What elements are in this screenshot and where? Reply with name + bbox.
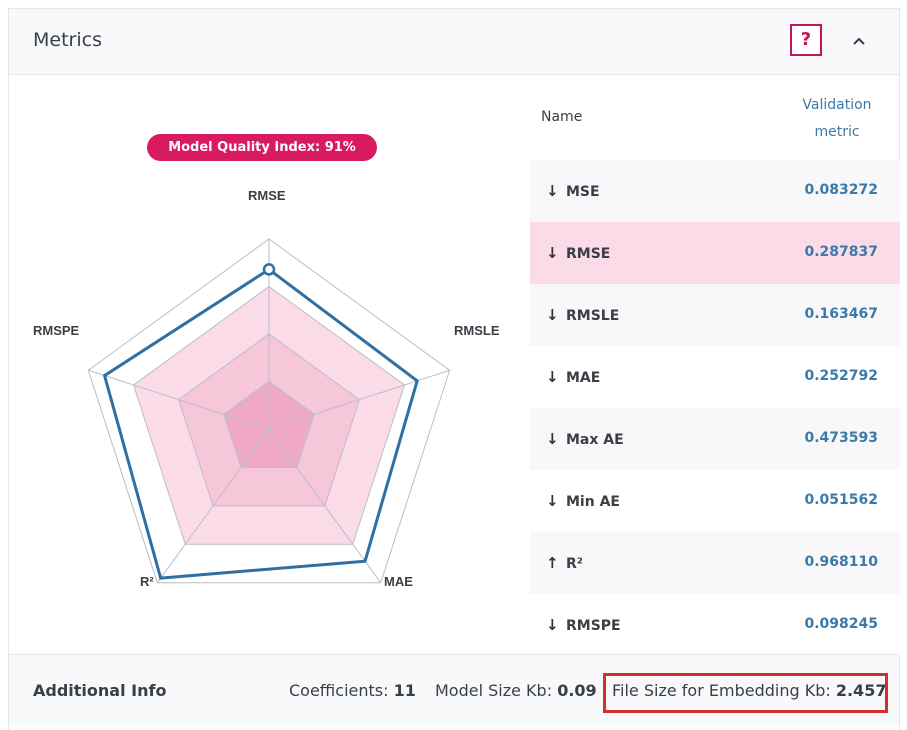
metric-value: 0.098245 (804, 616, 878, 632)
question-icon: ? (800, 29, 812, 50)
chevron-up-icon (853, 37, 865, 45)
arrow-up-icon: ↑ (546, 554, 559, 572)
metric-name: R² (566, 556, 583, 572)
metric-value: 0.051562 (804, 492, 878, 508)
model-size-info: Model Size Kb: 0.09 (435, 681, 597, 700)
arrow-down-icon: ↓ (546, 492, 559, 510)
panel-header[interactable]: Metrics ? (9, 9, 899, 75)
column-header-name[interactable]: Name (541, 109, 583, 125)
file-size-highlight (603, 673, 888, 713)
axis-label-r2: R² (140, 574, 154, 589)
model-size-label: Model Size Kb: (435, 681, 553, 700)
metric-name: RMSE (566, 246, 611, 262)
table-row[interactable]: ↓ RMSPE 0.098245 (530, 594, 900, 656)
table-body: ↓ MSE 0.083272 ↓ RMSE 0.287837 ↓ RMSLE 0.163467 ↓… (530, 160, 900, 656)
metric-value: 0.163467 (804, 306, 878, 322)
metric-name: Max AE (566, 432, 624, 448)
panel-title: Metrics (33, 29, 102, 51)
additional-info-title: Additional Info (33, 681, 167, 700)
table-row[interactable]: ↓ Max AE 0.473593 (530, 408, 900, 470)
collapse-button[interactable] (847, 29, 871, 53)
radar-svg (87, 238, 451, 584)
metric-name: Min AE (566, 494, 620, 510)
coefficients-value: 11 (393, 681, 416, 700)
metrics-panel: Metrics ? Model Quality Index: 91% RMSE … (8, 8, 900, 730)
model-size-value: 0.09 (557, 681, 597, 700)
radar-spoke (156, 428, 270, 584)
arrow-down-icon: ↓ (546, 182, 559, 200)
arrow-down-icon: ↓ (546, 616, 559, 634)
arrow-down-icon: ↓ (546, 306, 559, 324)
radar-spoke (88, 369, 270, 430)
radar-highlight-point (262, 263, 276, 276)
table-row[interactable]: ↑ R² 0.968110 (530, 532, 900, 594)
file-size-value: 2.457 (835, 681, 887, 700)
metric-name: MSE (566, 184, 600, 200)
metric-value: 0.083272 (804, 182, 878, 198)
arrow-down-icon: ↓ (546, 368, 559, 386)
metric-name: MAE (566, 370, 601, 386)
metric-value: 0.968110 (804, 554, 878, 570)
coefficients-label: Coefficients: (289, 681, 389, 700)
radar-model-series (102, 267, 419, 580)
metric-value: 0.473593 (804, 430, 878, 446)
coefficients-info: Coefficients: 11 (289, 681, 416, 700)
additional-info-bar: Additional Info Coefficients: 11 Model S… (9, 654, 899, 725)
column-header-validation-metric[interactable]: Validation metric (802, 97, 872, 140)
arrow-down-icon: ↓ (546, 430, 559, 448)
model-quality-badge: Model Quality Index: 91% (147, 134, 377, 161)
table-row[interactable]: ↓ RMSLE 0.163467 (530, 284, 900, 346)
file-size-label: File Size for Embedding Kb: (612, 681, 831, 700)
table-row[interactable]: ↓ MAE 0.252792 (530, 346, 900, 408)
axis-label-mae: MAE (384, 574, 413, 589)
axis-label-rmspe: RMSPE (33, 323, 80, 338)
table-row[interactable]: ↓ Min AE 0.051562 (530, 470, 900, 532)
help-button[interactable]: ? (790, 24, 822, 56)
metric-name: RMSLE (566, 308, 620, 324)
arrow-down-icon: ↓ (546, 244, 559, 262)
table-row[interactable]: ↓ MSE 0.083272 (530, 160, 900, 222)
axis-label-rmse: RMSE (248, 188, 286, 203)
metric-value: 0.287837 (804, 244, 878, 260)
axis-label-rmsle: RMSLE (454, 323, 500, 338)
radar-spoke (268, 428, 382, 584)
radar-spoke (268, 369, 450, 430)
metric-value: 0.252792 (804, 368, 878, 384)
radar-chart: Model Quality Index: 91% RMSE RMSLE MAE … (9, 74, 529, 654)
metric-name: RMSPE (566, 618, 621, 634)
table-header: Name Validation metric (530, 74, 900, 160)
file-size-info: File Size for Embedding Kb: 2.457 (612, 681, 886, 700)
table-row[interactable]: ↓ RMSE 0.287837 (530, 222, 900, 284)
